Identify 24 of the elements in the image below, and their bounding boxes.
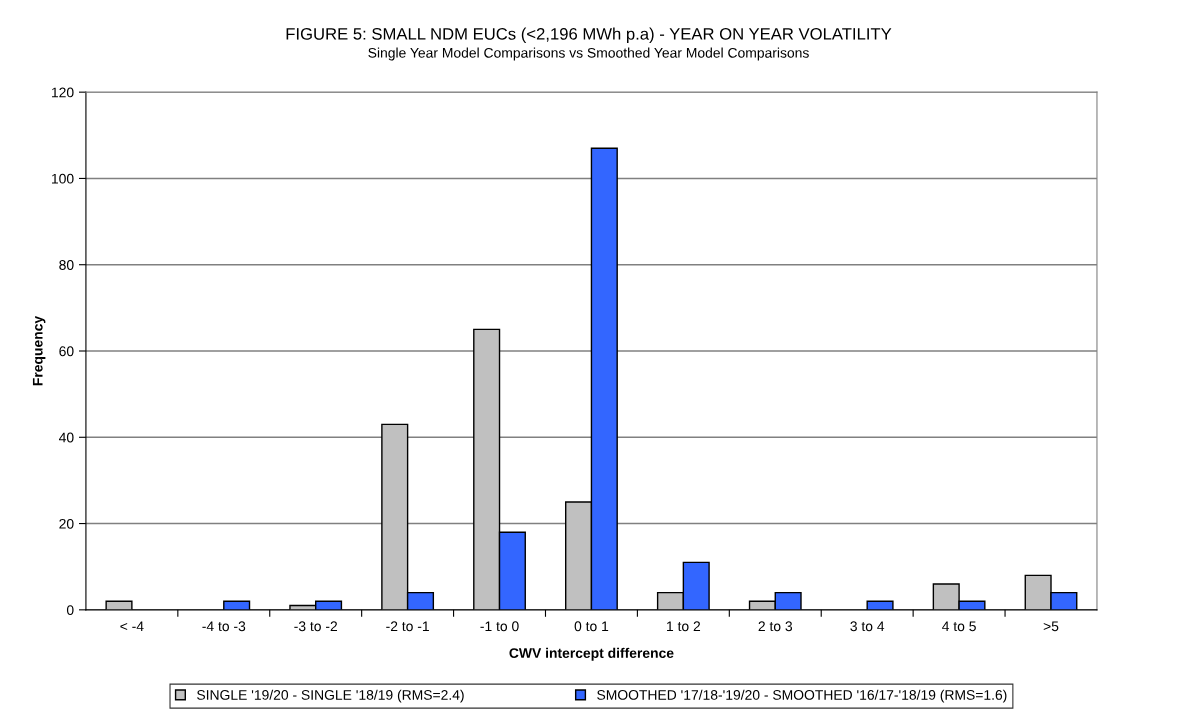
y-axis-title: Frequency: [32, 315, 46, 386]
x-tick-label: -1 to 0: [480, 621, 519, 632]
x-tick-label: -2 to -1: [386, 621, 429, 632]
x-tick-label: -4 to -3: [202, 621, 246, 632]
x-tick-label: -3 to -2: [294, 621, 338, 632]
x-tick-label: >5: [1043, 621, 1059, 632]
x-axis-title: CWV intercept difference: [509, 647, 674, 661]
x-tick-label: 3 to 4: [850, 621, 885, 632]
x-tick-label: 0 to 1: [574, 621, 609, 632]
x-tick-label: 2 to 3: [758, 621, 793, 632]
y-tick-label: 60: [59, 346, 74, 357]
y-tick-label: 0: [66, 605, 74, 616]
y-tick-label: 80: [59, 260, 74, 270]
y-tick-label: 20: [59, 518, 74, 529]
x-tick-label: 4 to 5: [942, 621, 976, 632]
x-tick-label: 1 to 2: [667, 621, 701, 632]
y-tick-label: 40: [58, 432, 74, 443]
legend-label: SINGLE '19/20 - SINGLE '18/19 (RMS=2.4): [197, 689, 464, 703]
legend-label: SMOOTHED '17/18-'19/20 - SMOOTHED '16/17-'18/19 (RMS=1.6): [597, 689, 1007, 703]
y-tick-label: 100: [52, 173, 74, 184]
chart-title: FIGURE 5: SMALL NDM EUCs (<2,196 MWh p.a) - YEAR ON YEAR VOLATILITY: [286, 27, 892, 44]
x-tick-label: < -4: [120, 621, 144, 632]
chart-subtitle: Single Year Model Comparisons vs Smoothed Year Model Comparisons: [368, 47, 809, 61]
y-tick-label: 120: [52, 87, 74, 98]
